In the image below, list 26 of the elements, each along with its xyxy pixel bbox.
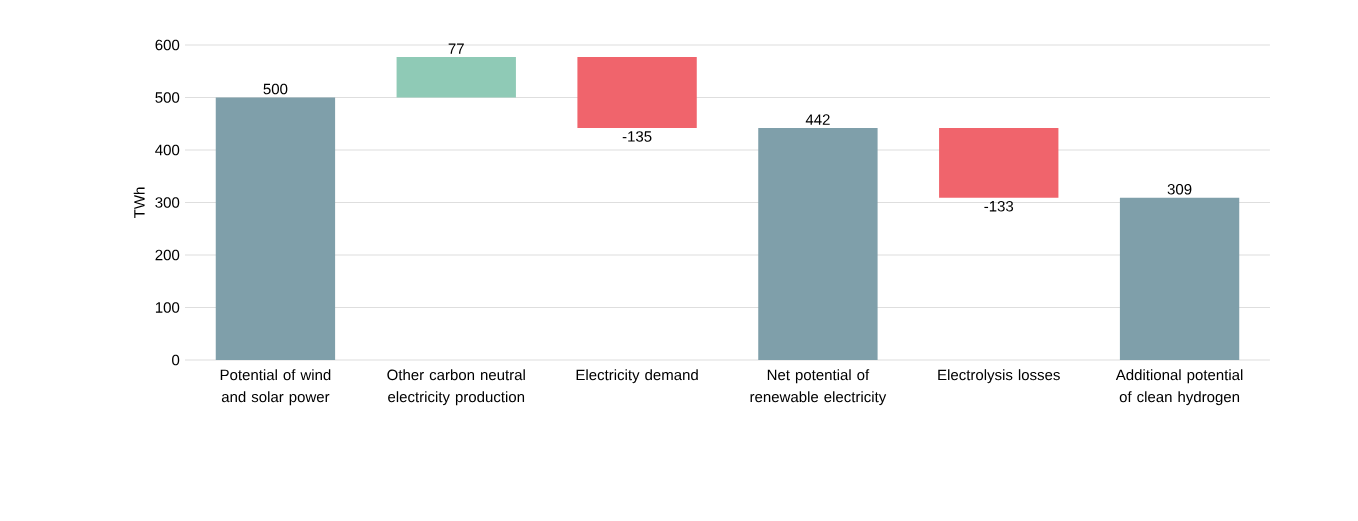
y-tick-label: 600 xyxy=(155,39,180,51)
x-tick-label: Additional potential of clean hydrogen xyxy=(1115,369,1243,406)
bar xyxy=(758,127,878,360)
y-axis-title: TWh xyxy=(133,187,145,218)
bar xyxy=(939,127,1059,198)
y-tick-label: 500 xyxy=(155,92,180,103)
x-tick-label: Potential of wind and solar power xyxy=(220,369,331,406)
bar xyxy=(215,97,336,360)
y-tick-label: 200 xyxy=(155,249,180,261)
data-label: 442 xyxy=(805,114,830,125)
x-tick-label: Electricity demand xyxy=(576,369,698,384)
x-tick-label: Other carbon neutral electricity production xyxy=(387,369,525,406)
y-tick-label: 300 xyxy=(155,197,180,208)
y-tick-label: 100 xyxy=(155,302,180,313)
x-tick-label: Electrolysis losses xyxy=(938,369,1060,384)
data-label: 500 xyxy=(263,83,288,95)
bar xyxy=(577,57,697,128)
bar xyxy=(1119,197,1240,360)
x-tick-label: Net potential of renewable electricity xyxy=(750,369,887,406)
y-tick-label: 400 xyxy=(155,144,180,156)
y-tick-label: 0 xyxy=(172,354,180,366)
data-label: -135 xyxy=(622,131,652,142)
data-label: -133 xyxy=(984,200,1014,212)
bar xyxy=(396,57,516,98)
data-label: 77 xyxy=(448,43,464,54)
data-label: 309 xyxy=(1167,183,1192,195)
